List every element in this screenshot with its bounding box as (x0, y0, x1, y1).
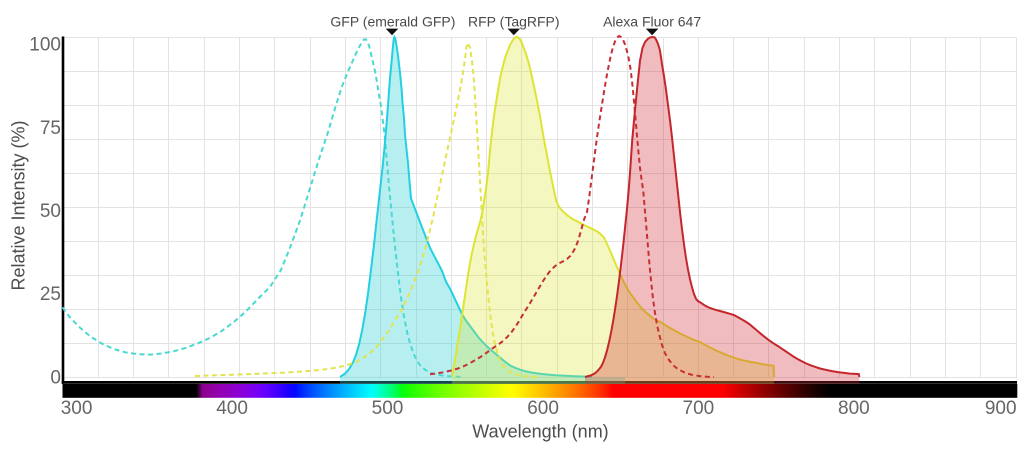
svg-text:800: 800 (838, 398, 870, 419)
svg-text:700: 700 (683, 398, 715, 419)
svg-text:50: 50 (40, 201, 61, 222)
svg-text:Wavelength (nm): Wavelength (nm) (472, 422, 608, 442)
svg-text:GFP (emerald GFP): GFP (emerald GFP) (330, 13, 455, 29)
svg-text:500: 500 (372, 398, 404, 419)
svg-text:100: 100 (29, 35, 61, 56)
svg-text:600: 600 (527, 398, 559, 419)
svg-text:Relative Intensity (%): Relative Intensity (%) (9, 120, 29, 290)
svg-text:RFP (TagRFP): RFP (TagRFP) (468, 13, 560, 29)
svg-text:75: 75 (40, 118, 61, 139)
svg-text:25: 25 (40, 284, 61, 305)
svg-text:300: 300 (61, 398, 93, 419)
svg-text:400: 400 (216, 398, 248, 419)
svg-text:0: 0 (50, 367, 61, 388)
svg-text:900: 900 (985, 398, 1017, 419)
svg-text:Alexa Fluor 647: Alexa Fluor 647 (603, 13, 701, 29)
